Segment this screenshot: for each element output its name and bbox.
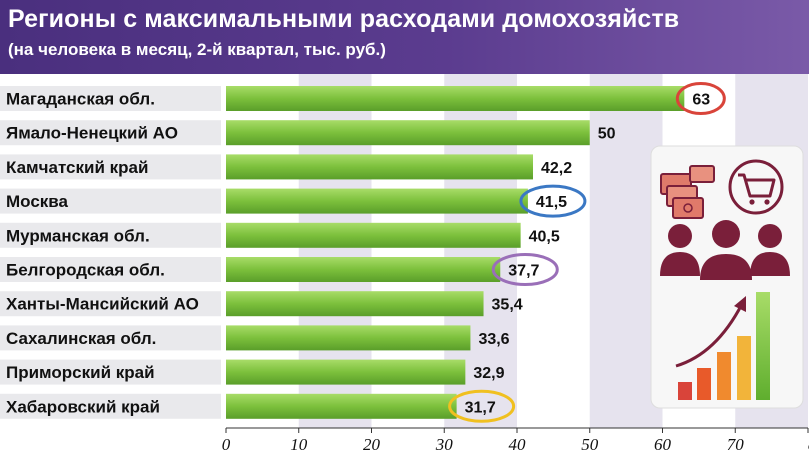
bar bbox=[226, 222, 521, 248]
bar bbox=[226, 86, 685, 111]
people-icon bbox=[660, 220, 790, 280]
data-label: 41,5 bbox=[536, 194, 567, 211]
shopping-cart-icon bbox=[728, 159, 784, 215]
category-label: Хабаровский край bbox=[6, 397, 160, 416]
category-label: Камчатский край bbox=[6, 158, 148, 177]
bar-chart: Магаданская обл. 63 Ямало-Ненецкий АО 50 Кам… bbox=[0, 74, 809, 454]
highlight-circle bbox=[675, 82, 726, 115]
bar bbox=[226, 325, 471, 351]
category-label-bg bbox=[0, 359, 221, 385]
data-label: 31,7 bbox=[465, 399, 496, 416]
x-tick-label: 0 bbox=[222, 435, 231, 454]
money-stack-icon bbox=[660, 165, 715, 219]
bar bbox=[226, 359, 466, 385]
data-label: 42,2 bbox=[541, 160, 572, 177]
category-label: Сахалинская обл. bbox=[6, 329, 156, 348]
data-label: 40,5 bbox=[529, 228, 560, 245]
category-label: Белгородская обл. bbox=[6, 261, 165, 280]
category-label-bg bbox=[0, 393, 221, 419]
growth-chart-icon bbox=[675, 292, 770, 400]
bar bbox=[226, 291, 484, 317]
data-label: 37,7 bbox=[508, 263, 539, 280]
bar bbox=[226, 154, 534, 180]
chart-header: Регионы с максимальными расходами домохо… bbox=[0, 0, 809, 74]
highlight-circle bbox=[448, 389, 516, 423]
data-label: 35,4 bbox=[492, 297, 523, 314]
category-label-bg bbox=[0, 291, 221, 317]
data-label: 63 bbox=[692, 92, 710, 109]
bar bbox=[226, 393, 457, 419]
x-tick-label: 30 bbox=[435, 435, 454, 454]
category-label-bg bbox=[0, 325, 221, 351]
x-tick-label: 70 bbox=[727, 435, 745, 454]
x-tick-label: 10 bbox=[290, 435, 308, 454]
category-label-bg bbox=[0, 257, 221, 282]
data-label: 32,9 bbox=[473, 365, 504, 382]
x-tick-label: 20 bbox=[363, 435, 381, 454]
bar bbox=[226, 188, 528, 214]
category-label-bg bbox=[0, 120, 221, 146]
category-label: Мурманская обл. bbox=[6, 226, 150, 245]
category-label: Магаданская обл. bbox=[6, 90, 155, 109]
highlight-circle bbox=[519, 184, 587, 218]
data-label: 33,6 bbox=[478, 331, 509, 348]
category-label-bg bbox=[0, 86, 221, 111]
category-label: Ханты-Мансийский АО bbox=[6, 295, 199, 314]
category-label: Ямало-Ненецкий АО bbox=[6, 124, 178, 143]
bar bbox=[226, 257, 501, 282]
category-label: Москва bbox=[6, 192, 69, 211]
category-label-bg bbox=[0, 222, 221, 248]
category-label-bg bbox=[0, 154, 221, 180]
x-tick-label: 40 bbox=[509, 435, 527, 454]
highlight-circle bbox=[491, 253, 559, 286]
x-tick-label: 50 bbox=[581, 435, 599, 454]
grid-band bbox=[589, 74, 663, 428]
x-tick-label: 60 bbox=[654, 435, 672, 454]
category-label-bg bbox=[0, 188, 221, 214]
category-label: Приморский край bbox=[6, 363, 155, 382]
chart-subtitle: (на человека в месяц, 2-й квартал, тыс. … bbox=[8, 40, 386, 59]
data-label: 50 bbox=[598, 126, 616, 143]
bar bbox=[226, 120, 590, 146]
chart-title: Регионы с максимальными расходами домохо… bbox=[8, 5, 680, 33]
